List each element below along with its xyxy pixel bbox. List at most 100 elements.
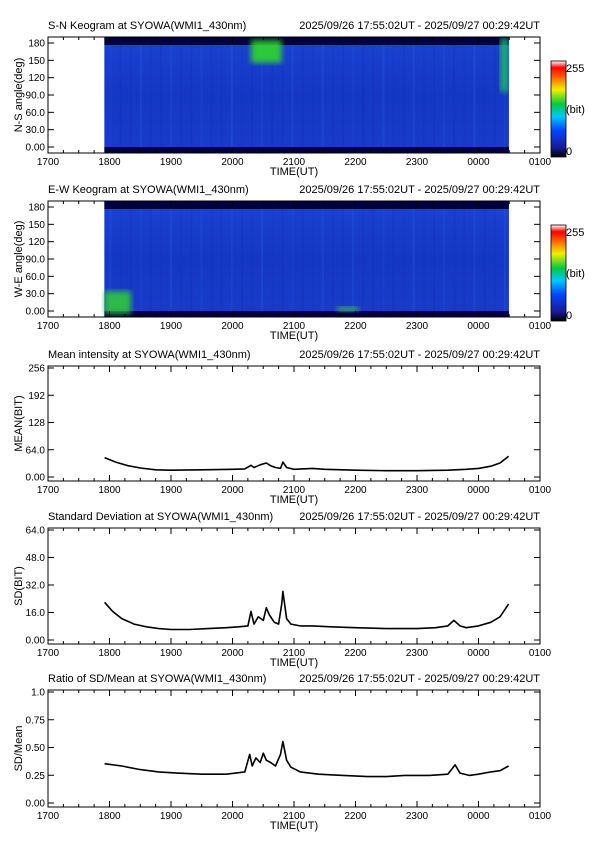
time-range: 2025/09/26 17:55:02UT - 2025/09/27 00:29…: [299, 511, 540, 523]
keogram-streak: [251, 45, 254, 147]
keogram-streak: [311, 209, 314, 311]
x-tick-label: 1800: [98, 811, 121, 822]
plot-frame: [47, 527, 541, 645]
y-axis-label: N-S angle(deg): [13, 58, 25, 133]
x-tick-label: 1900: [160, 485, 183, 496]
x-tick-label: 2300: [406, 485, 429, 496]
colorbar-min-label: 0: [566, 310, 572, 322]
keogram-streak: [281, 45, 284, 147]
keogram-streak: [251, 209, 254, 311]
y-tick-label: 180: [28, 203, 45, 214]
keogram-streak: [422, 209, 425, 311]
keogram-streak: [281, 209, 284, 311]
x-tick-label: 0100: [529, 157, 552, 168]
y-tick-label: 0.75: [26, 715, 46, 726]
panel-2: E-W Keogram at SYOWA(WMI1_430nm) 2025/09/…: [13, 184, 585, 342]
y-tick-label: 90.0: [26, 91, 46, 102]
y-tick-label: 0.00: [26, 636, 46, 647]
y-tick-label: 256: [28, 364, 45, 375]
y-tick-label: 0.00: [26, 473, 46, 484]
x-tick-label: 2100: [283, 157, 306, 168]
x-tick-label: 1800: [98, 485, 121, 496]
keogram-streak: [240, 209, 243, 311]
colorbar-unit-label: (bit): [566, 268, 585, 280]
x-tick-label: 2300: [406, 648, 429, 659]
keogram-streak: [382, 45, 385, 147]
series-line: [104, 740, 509, 778]
keogram-streak: [503, 209, 506, 311]
x-tick-label: 2200: [344, 648, 367, 659]
keogram-streak: [180, 209, 183, 311]
y-tick-label: 120: [28, 237, 45, 248]
keogram-streak: [433, 45, 436, 147]
keogram-streak: [190, 209, 193, 311]
colorbar-min-label: 0: [566, 146, 572, 158]
y-tick-label: 128: [28, 418, 45, 429]
keogram-streak: [170, 45, 173, 147]
y-tick-label: 64.0: [26, 445, 46, 456]
keogram-streak: [109, 45, 112, 147]
panel-title: Standard Deviation at SYOWA(WMI1_430nm): [48, 511, 273, 523]
keogram-streak: [139, 209, 142, 311]
keogram-shading: [104, 201, 509, 317]
keogram-streak: [291, 45, 294, 147]
keogram-streak: [230, 45, 233, 147]
x-tick-label: 1700: [37, 321, 60, 332]
x-tick-label: 2200: [344, 811, 367, 822]
x-axis-label: TIME(UT): [270, 166, 318, 178]
keogram-streak: [352, 45, 355, 147]
keogram-streak: [109, 209, 112, 311]
panel-title: S-N Keogram at SYOWA(WMI1_430nm): [48, 20, 246, 32]
x-tick-label: 0000: [467, 648, 490, 659]
keogram-streak: [240, 45, 243, 147]
keogram-streak: [402, 45, 405, 147]
plot-frame: [47, 689, 541, 808]
keogram-streak: [149, 209, 152, 311]
keogram-streak: [230, 209, 233, 311]
y-axis-label: SD(BIT): [13, 566, 25, 606]
x-tick-label: 2100: [283, 321, 306, 332]
x-axis-label: TIME(UT): [270, 330, 318, 342]
time-range: 2025/09/26 17:55:02UT - 2025/09/27 00:29…: [299, 20, 540, 32]
x-tick-label: 0100: [529, 321, 552, 332]
x-tick-label: 1700: [37, 485, 60, 496]
keogram-streak: [160, 209, 163, 311]
keogram-streak: [422, 45, 425, 147]
x-tick-label: 0100: [529, 811, 552, 822]
y-tick-label: 120: [28, 73, 45, 84]
keogram-streak: [443, 209, 446, 311]
x-tick-label: 1900: [160, 321, 183, 332]
keogram-streak: [129, 45, 132, 147]
y-tick-label: 60.0: [26, 108, 46, 119]
y-tick-label: 0.50: [26, 743, 46, 754]
keogram-streak: [372, 45, 375, 147]
x-axis-label: TIME(UT): [270, 657, 318, 669]
keogram-streak: [321, 45, 324, 147]
colorbar: [550, 60, 567, 158]
keogram-streak: [342, 45, 345, 147]
y-tick-label: 16.0: [26, 608, 46, 619]
keogram-streak: [271, 209, 274, 311]
keogram-streak: [372, 209, 375, 311]
y-axis-label: SD/Mean: [13, 726, 25, 772]
keogram-streak: [170, 209, 173, 311]
colorbar-max-label: 255: [566, 227, 584, 239]
keogram-streak: [412, 45, 415, 147]
x-tick-label: 2000: [221, 485, 244, 496]
x-tick-label: 1900: [160, 648, 183, 659]
keogram-streak: [261, 209, 264, 311]
keogram-streak: [392, 45, 395, 147]
y-tick-label: 32.0: [26, 581, 46, 592]
keogram-streak: [412, 209, 415, 311]
keogram-streak: [220, 45, 223, 147]
x-tick-label: 0100: [529, 648, 552, 659]
x-tick-label: 2200: [344, 321, 367, 332]
keogram-streak: [362, 45, 365, 147]
keogram-streak: [180, 45, 183, 147]
keogram-streak: [433, 209, 436, 311]
keogram-streak: [402, 209, 405, 311]
x-axis-label: TIME(UT): [270, 820, 318, 832]
x-tick-label: 0000: [467, 321, 490, 332]
keogram-streak: [129, 209, 132, 311]
